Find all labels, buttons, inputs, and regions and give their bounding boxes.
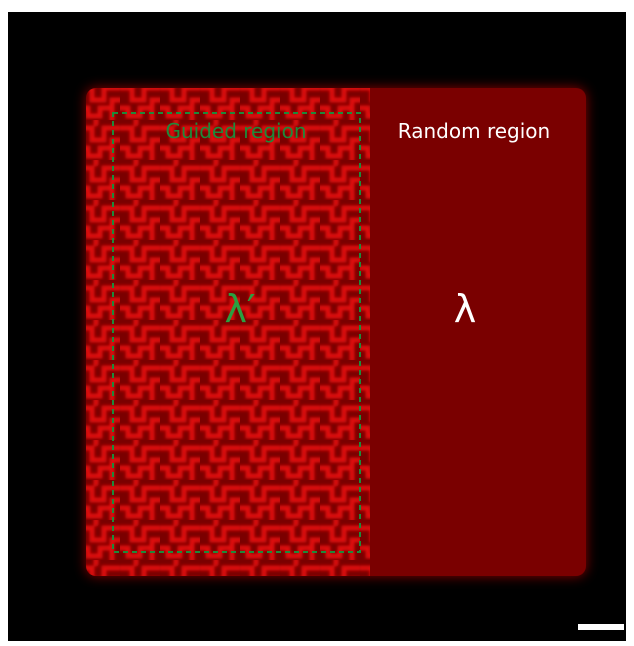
scale-bar [578, 624, 624, 630]
lambda-random: λ [454, 287, 477, 331]
page: Guided region Random region λ′ λ (() => … [0, 0, 634, 646]
random-pattern [370, 88, 586, 576]
random-label: Random region [398, 119, 550, 143]
guided-label: Guided region [165, 119, 306, 143]
guided-pattern [86, 88, 376, 576]
micrograph: Guided region Random region λ′ λ [0, 0, 634, 646]
lambda-guided: λ′ [224, 287, 255, 331]
